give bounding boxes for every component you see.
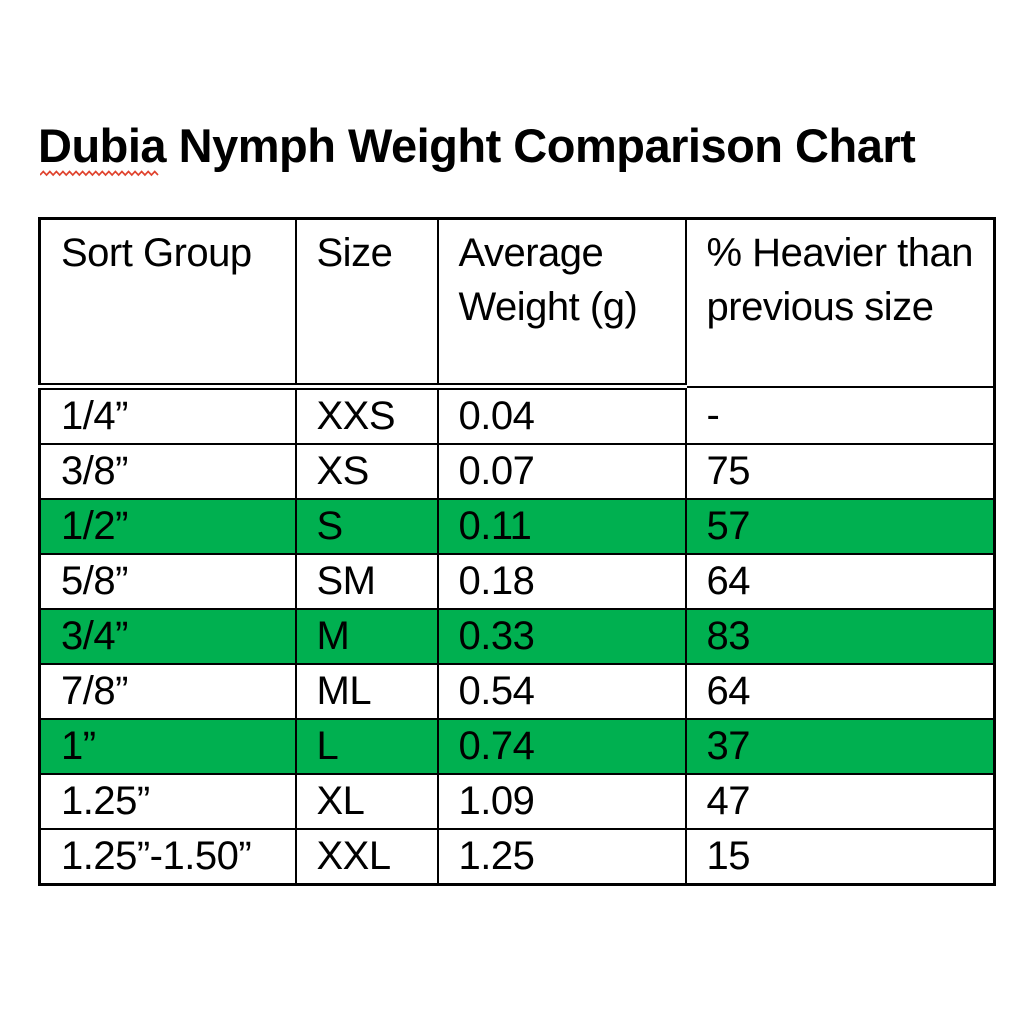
- cell-sort-group: 1/4”: [38, 385, 297, 445]
- cell-size: S: [294, 498, 439, 555]
- table-row: 1/4” XXS 0.04 -: [38, 385, 996, 445]
- weight-comparison-table: Sort Group Size Average Weight (g) % Hea…: [38, 217, 996, 886]
- table-row: 7/8” ML 0.54 64: [38, 663, 996, 720]
- cell-size: SM: [294, 553, 439, 610]
- spellcheck-squiggle-icon: [40, 170, 159, 177]
- header-row: Sort Group Size Average Weight (g) % Hea…: [38, 217, 996, 390]
- table-row-highlighted: 3/4” M 0.33 83: [38, 608, 996, 665]
- cell-avg-weight: 0.74: [436, 718, 687, 775]
- cell-avg-weight: 0.04: [436, 385, 687, 445]
- table-row: 3/8” XS 0.07 75: [38, 443, 996, 500]
- cell-pct-heavier: 83: [684, 608, 996, 665]
- cell-size: L: [294, 718, 439, 775]
- cell-avg-weight: 0.18: [436, 553, 687, 610]
- cell-sort-group: 5/8”: [38, 553, 297, 610]
- cell-size: XXS: [294, 385, 439, 445]
- col-header-average-weight: Average Weight (g): [436, 217, 687, 390]
- cell-pct-heavier: 57: [684, 498, 996, 555]
- cell-sort-group: 1.25”: [38, 773, 297, 830]
- title-misspelled-word: Dubia: [38, 119, 167, 177]
- cell-sort-group: 1”: [38, 718, 297, 775]
- table-row: 1.25”-1.50” XXL 1.25 15: [38, 828, 996, 886]
- document-page: Dubia Nymph Weight Comparison Chart Sort…: [38, 119, 996, 886]
- cell-avg-weight: 0.07: [436, 443, 687, 500]
- title-word-dubia: Dubia: [38, 119, 167, 172]
- table-row-highlighted: 1” L 0.74 37: [38, 718, 996, 775]
- cell-pct-heavier: 75: [684, 443, 996, 500]
- cell-size: ML: [294, 663, 439, 720]
- page-title: Dubia Nymph Weight Comparison Chart: [38, 119, 992, 177]
- cell-pct-heavier: 64: [684, 553, 996, 610]
- cell-avg-weight: 1.25: [436, 828, 687, 886]
- cell-avg-weight: 0.54: [436, 663, 687, 720]
- cell-size: XXL: [294, 828, 439, 886]
- cell-avg-weight: 0.11: [436, 498, 687, 555]
- col-header-size: Size: [294, 217, 439, 390]
- col-header-sort-group: Sort Group: [38, 217, 297, 390]
- col-header-pct-heavier: % Heavier than previous size: [684, 217, 996, 388]
- cell-pct-heavier: 64: [684, 663, 996, 720]
- cell-avg-weight: 1.09: [436, 773, 687, 830]
- cell-size: M: [294, 608, 439, 665]
- cell-pct-heavier: -: [684, 385, 996, 445]
- cell-size: XS: [294, 443, 439, 500]
- table-row: 5/8” SM 0.18 64: [38, 553, 996, 610]
- table-row-highlighted: 1/2” S 0.11 57: [38, 498, 996, 555]
- cell-sort-group: 1.25”-1.50”: [38, 828, 297, 886]
- table-row: 1.25” XL 1.09 47: [38, 773, 996, 830]
- cell-pct-heavier: 47: [684, 773, 996, 830]
- title-rest: Nymph Weight Comparison Chart: [166, 119, 916, 172]
- cell-sort-group: 7/8”: [38, 663, 297, 720]
- cell-sort-group: 3/4”: [38, 608, 297, 665]
- cell-sort-group: 1/2”: [38, 498, 297, 555]
- cell-avg-weight: 0.33: [436, 608, 687, 665]
- cell-size: XL: [294, 773, 439, 830]
- cell-pct-heavier: 15: [684, 828, 996, 886]
- cell-sort-group: 3/8”: [38, 443, 297, 500]
- cell-pct-heavier: 37: [684, 718, 996, 775]
